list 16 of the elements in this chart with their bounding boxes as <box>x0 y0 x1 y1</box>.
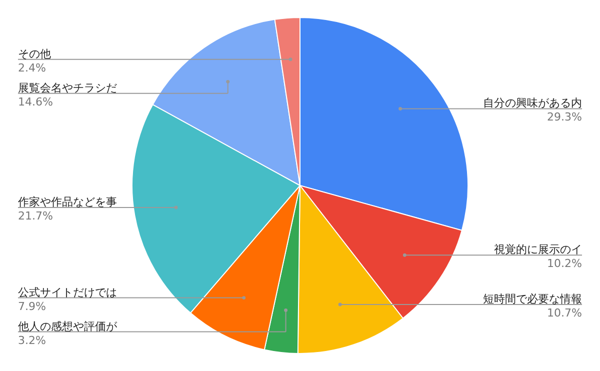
data-label: 14.6% <box>18 95 53 108</box>
slice-label: 他人の感想や評価が <box>18 320 118 333</box>
data-label: 29.3% <box>547 110 582 124</box>
data-label: 2.4% <box>18 61 46 74</box>
data-label: 3.2% <box>18 334 46 347</box>
slice-label: 視覚的に展示のイ <box>494 243 582 256</box>
slice-label: その他 <box>18 47 51 60</box>
slice-label: 作家や作品などを事 <box>17 195 117 208</box>
data-label: 10.7% <box>547 306 582 320</box>
data-label: 7.9% <box>18 300 46 313</box>
slice-label: 短時間で必要な情報 <box>483 292 582 306</box>
data-label: 10.2% <box>547 257 582 270</box>
slice-label: 公式サイトだけでは <box>18 286 117 299</box>
data-label: 21.7% <box>18 209 53 222</box>
slice-label: 自分の興味がある内 <box>483 96 582 110</box>
slice-label: 展覧会名やチラシだ <box>18 81 117 94</box>
